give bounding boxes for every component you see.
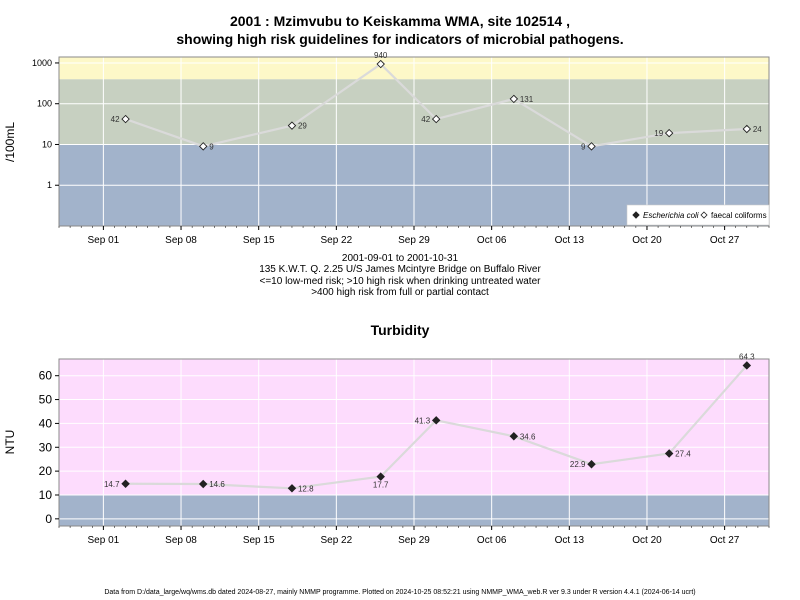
top-xtick-label-0: Sep 01	[88, 235, 120, 246]
top-xtick-label-2: Sep 15	[243, 235, 275, 246]
bottom-point-3	[376, 472, 385, 481]
top-data-label-5: 131	[520, 95, 534, 104]
bottom-xtick-label-6: Oct 13	[555, 535, 585, 546]
top-point-2	[287, 121, 297, 130]
bottom-xtick-label-4: Sep 29	[398, 535, 430, 546]
top-data-label-6: 9	[581, 142, 586, 151]
bottom-ytick-label-0: 0	[45, 512, 52, 526]
legend-ecoli-label: Escherichia coli	[643, 211, 699, 220]
top-ytick-label-0: 1	[47, 180, 52, 190]
bottom-point-2	[287, 484, 297, 493]
top-point-8	[742, 124, 752, 134]
top-xtick-label-4: Sep 29	[398, 235, 430, 246]
bottom-point-5	[509, 432, 519, 441]
bottom-data-label-0: 14.7	[104, 480, 120, 489]
bottom-ytick-label-3: 30	[39, 440, 53, 454]
top-xtick-label-6: Oct 13	[555, 235, 585, 246]
top-xtick-label-8: Oct 27	[710, 235, 740, 246]
top-point-7	[664, 128, 674, 138]
bottom-data-label-6: 22.9	[570, 460, 586, 469]
bottom-ylabel: NTU	[3, 430, 17, 455]
bottom-point-4	[431, 416, 441, 425]
bottom-ytick-label-1: 10	[39, 488, 53, 502]
caption-risk-drinking: <=10 low-med risk; >10 high risk when dr…	[259, 276, 541, 287]
top-xtick-label-5: Oct 06	[477, 235, 507, 246]
caption-site: 135 K.W.T. Q. 2.25 U/S James Mcintyre Br…	[259, 264, 541, 275]
footer-note: Data from D:/data_large/wq/wms.db dated …	[104, 589, 696, 596]
bottom-xtick-label-0: Sep 01	[88, 535, 120, 546]
top-point-6	[587, 142, 596, 151]
top-data-label-2: 29	[298, 122, 307, 131]
top-xtick-label-3: Sep 22	[320, 235, 352, 246]
chart-title-line1: 2001 : Mzimvubu to Keiskamma WMA, site 1…	[229, 13, 570, 29]
top-data-label-4: 42	[421, 115, 430, 124]
top-xtick-label-7: Oct 20	[632, 235, 662, 246]
bottom-xtick-label-1: Sep 08	[165, 535, 197, 546]
bottom-data-label-1: 14.6	[209, 480, 225, 489]
bottom-point-0	[121, 479, 130, 489]
bottom-xtick-label-2: Sep 15	[243, 535, 275, 546]
top-point-1	[198, 142, 208, 151]
top-ytick-label-1: 10	[42, 139, 52, 149]
legend-ecoli-marker	[632, 211, 640, 219]
bottom-ytick-label-4: 40	[39, 416, 53, 430]
caption-date-range: 2001-09-01 to 2001-10-31	[341, 253, 459, 264]
bottom-xtick-label-3: Sep 22	[320, 535, 352, 546]
top-point-4	[431, 114, 441, 124]
bottom-point-8	[742, 361, 752, 370]
top-data-label-1: 9	[209, 142, 214, 151]
top-data-label-0: 42	[111, 115, 120, 124]
bottom-xtick-label-8: Oct 27	[710, 535, 740, 546]
bottom-xtick-label-7: Oct 20	[632, 535, 662, 546]
bottom-data-label-4: 41.3	[415, 416, 431, 425]
bottom-data-label-7: 27.4	[675, 449, 691, 458]
top-ytick-label-2: 100	[37, 99, 52, 109]
bottom-data-label-3: 17.7	[373, 481, 389, 490]
bottom-ytick-label-6: 60	[39, 369, 53, 383]
top-point-5	[509, 94, 519, 104]
turbidity-title: Turbidity	[370, 322, 430, 338]
bottom-point-7	[664, 449, 674, 458]
caption-risk-contact: >400 high risk from full or partial cont…	[311, 287, 489, 298]
top-data-label-8: 24	[753, 125, 762, 134]
top-point-0	[121, 114, 130, 124]
bottom-data-label-2: 12.8	[298, 484, 314, 493]
top-data-label-3: 940	[374, 51, 388, 60]
top-point-3	[376, 59, 385, 69]
chart-title-line2: showing high risk guidelines for indicat…	[176, 31, 624, 47]
bottom-ytick-label-2: 20	[39, 464, 53, 478]
bottom-data-label-8: 64.3	[739, 352, 755, 361]
top-ytick-label-3: 1000	[32, 58, 52, 68]
bottom-data-label-5: 34.6	[520, 432, 536, 441]
bottom-xtick-label-5: Oct 06	[477, 535, 507, 546]
bottom-point-6	[587, 459, 596, 469]
top-data-label-7: 19	[654, 129, 663, 138]
legend-box	[626, 204, 770, 226]
top-xtick-label-1: Sep 08	[165, 235, 197, 246]
bottom-ytick-label-5: 50	[39, 393, 53, 407]
bottom-point-1	[198, 479, 208, 489]
legend-faecal-label: faecal coliforms	[711, 211, 767, 220]
legend-faecal-marker	[700, 211, 708, 219]
top-ylabel: /100mL	[3, 122, 17, 162]
